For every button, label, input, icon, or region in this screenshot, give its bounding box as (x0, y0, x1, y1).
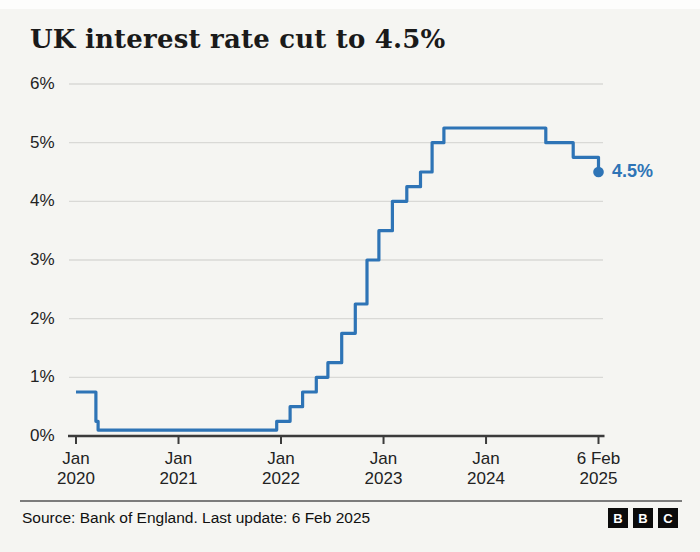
bbc-logo: B B C (608, 508, 678, 528)
source-caption: Source: Bank of England. Last update: 6 … (22, 509, 370, 527)
bbc-logo-block-3: C (658, 508, 678, 528)
bank-rate-line (76, 128, 599, 430)
bbc-logo-block-2: B (633, 508, 653, 528)
footer-divider (20, 500, 682, 502)
chart-card: UK interest rate cut to 4.5% 0%1%2%3%4%5… (0, 0, 700, 552)
step-line-chart (0, 0, 700, 552)
latest-value-label: 4.5% (612, 161, 653, 182)
latest-point-marker (593, 167, 604, 178)
bbc-logo-block-1: B (608, 508, 628, 528)
